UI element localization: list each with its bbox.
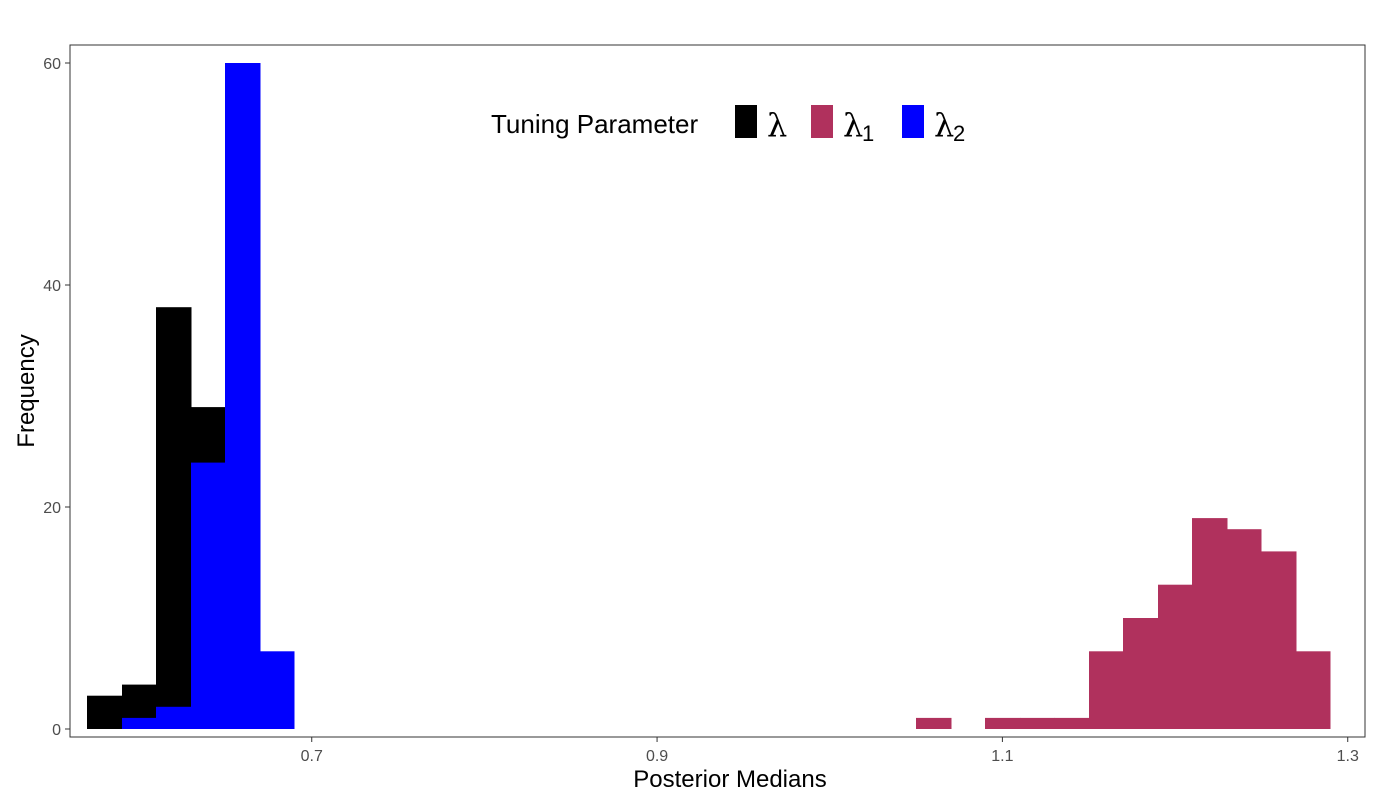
y-axis: 0 20 40 60 — [43, 56, 70, 739]
legend-label-lambda1-subscript: 1 — [862, 121, 874, 146]
histogram-bar — [1192, 518, 1228, 729]
legend-label-lambda2: λ — [934, 106, 954, 144]
legend-label-lambda2-subscript: 2 — [953, 121, 965, 146]
histogram-bar — [225, 63, 261, 729]
histogram-bar — [1089, 651, 1124, 729]
y-axis-title: Frequency — [13, 334, 40, 447]
y-tick-label: 20 — [43, 500, 61, 517]
legend-title: Tuning Parameter — [491, 109, 698, 139]
histogram-bar — [985, 717, 1021, 729]
histogram-bars — [87, 63, 1331, 729]
histogram-bar — [122, 717, 157, 729]
histogram-bar — [87, 695, 123, 729]
histogram-bar — [260, 651, 295, 729]
x-axis: 0.7 0.9 1.1 1.3 — [301, 737, 1359, 765]
histogram-bar — [1261, 551, 1297, 729]
legend-label-lambda1: λ — [843, 106, 863, 144]
histogram-bar — [191, 462, 226, 729]
legend-key-lambda2 — [902, 105, 924, 138]
histogram-bar — [916, 717, 952, 729]
legend-key-lambda — [735, 105, 757, 138]
histogram-bar — [156, 307, 192, 729]
y-tick-label: 40 — [43, 278, 61, 295]
x-tick-label: 0.7 — [301, 748, 323, 765]
histogram-bar — [1296, 651, 1331, 729]
x-tick-label: 0.9 — [646, 748, 668, 765]
legend-key-lambda1 — [811, 105, 833, 138]
y-tick-label: 60 — [43, 56, 61, 73]
legend-label-lambda: λ — [767, 106, 787, 144]
y-tick-label: 0 — [52, 722, 61, 739]
legend: Tuning Parameter λ λ 1 λ 2 — [491, 105, 965, 146]
histogram-bar — [1158, 584, 1193, 729]
histogram-bar — [1227, 529, 1262, 729]
histogram-bar — [1054, 717, 1090, 729]
histogram-bar — [156, 706, 192, 729]
x-tick-label: 1.1 — [991, 748, 1013, 765]
histogram-bar — [1020, 717, 1055, 729]
x-axis-title: Posterior Medians — [633, 766, 826, 793]
histogram-bar — [1123, 618, 1159, 729]
x-tick-label: 1.3 — [1337, 748, 1359, 765]
